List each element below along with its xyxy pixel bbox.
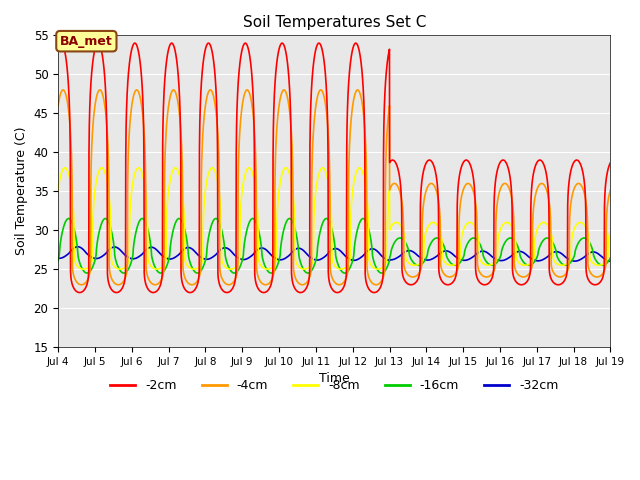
-8cm: [61, 165, 68, 171]
-32cm: [74, 244, 81, 250]
-16cm: [54, 257, 62, 263]
-16cm: [509, 236, 516, 241]
Title: Soil Temperatures Set C: Soil Temperatures Set C: [243, 15, 426, 30]
-4cm: [467, 182, 474, 188]
-8cm: [264, 266, 271, 272]
-4cm: [509, 200, 516, 205]
-8cm: [607, 228, 614, 233]
-8cm: [413, 262, 421, 268]
-16cm: [230, 270, 238, 276]
-4cm: [413, 272, 421, 278]
-8cm: [155, 266, 163, 272]
Y-axis label: Soil Temperature (C): Soil Temperature (C): [15, 127, 28, 255]
X-axis label: Time: Time: [319, 372, 349, 385]
Line: -4cm: -4cm: [58, 90, 611, 285]
-2cm: [509, 266, 516, 272]
-2cm: [467, 162, 474, 168]
-4cm: [386, 187, 394, 193]
-8cm: [509, 225, 516, 231]
-2cm: [186, 289, 194, 295]
Legend: -2cm, -4cm, -8cm, -16cm, -32cm: -2cm, -4cm, -8cm, -16cm, -32cm: [105, 374, 563, 397]
-32cm: [54, 255, 62, 261]
-4cm: [225, 282, 232, 288]
-2cm: [155, 286, 163, 292]
-2cm: [266, 286, 273, 291]
-16cm: [467, 237, 474, 242]
-16cm: [285, 216, 293, 221]
-8cm: [266, 266, 273, 272]
-32cm: [607, 258, 614, 264]
-8cm: [54, 187, 62, 193]
Line: -8cm: -8cm: [58, 168, 611, 269]
-8cm: [467, 219, 474, 225]
-32cm: [386, 258, 394, 264]
-2cm: [413, 277, 421, 283]
-2cm: [607, 160, 614, 166]
-32cm: [413, 252, 421, 258]
-16cm: [155, 269, 163, 275]
-32cm: [467, 256, 474, 262]
-32cm: [155, 249, 163, 255]
-2cm: [241, 40, 249, 46]
-32cm: [509, 252, 516, 258]
-16cm: [413, 263, 421, 268]
-16cm: [266, 270, 273, 276]
-16cm: [607, 255, 614, 261]
Text: BA_met: BA_met: [60, 35, 113, 48]
-4cm: [280, 87, 288, 93]
-2cm: [54, 46, 62, 52]
-4cm: [155, 280, 163, 286]
-4cm: [54, 103, 62, 108]
-8cm: [386, 228, 394, 233]
-16cm: [386, 254, 394, 260]
-2cm: [386, 160, 394, 166]
Line: -32cm: -32cm: [58, 247, 611, 261]
Line: -16cm: -16cm: [58, 218, 611, 273]
Line: -2cm: -2cm: [58, 43, 611, 292]
-4cm: [266, 280, 273, 286]
-32cm: [266, 250, 273, 256]
-4cm: [607, 187, 614, 193]
